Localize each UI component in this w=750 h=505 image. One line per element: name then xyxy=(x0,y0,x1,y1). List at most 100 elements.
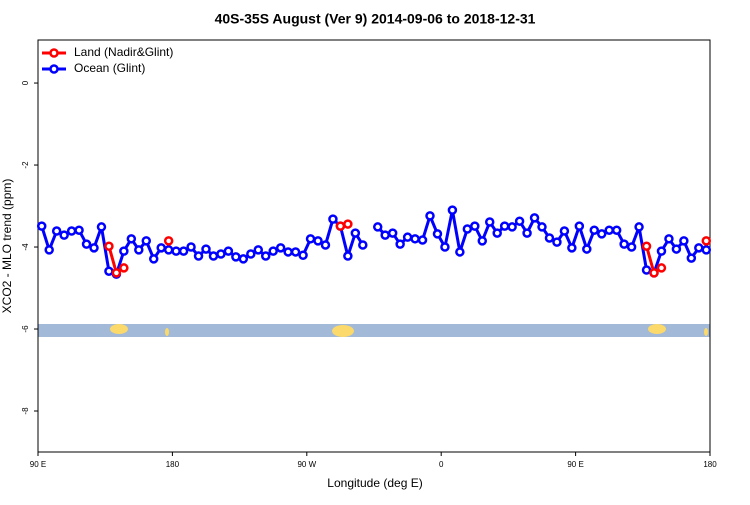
data-point xyxy=(358,240,368,250)
data-point xyxy=(171,246,181,256)
ocean-strip xyxy=(38,324,710,337)
land-blob xyxy=(648,324,666,334)
data-point xyxy=(664,234,674,244)
land-blob xyxy=(704,328,708,336)
land-blob xyxy=(110,324,128,334)
data-point xyxy=(484,217,495,227)
data-point xyxy=(425,211,435,221)
data-point xyxy=(238,254,249,264)
data-point xyxy=(104,241,114,251)
data-point xyxy=(701,245,712,255)
data-point xyxy=(253,245,264,255)
data-point xyxy=(701,236,712,246)
data-point xyxy=(522,228,532,238)
data-point xyxy=(246,249,256,259)
data-point xyxy=(111,268,122,278)
data-point xyxy=(470,221,480,231)
data-point xyxy=(372,222,383,232)
data-point xyxy=(36,221,47,231)
data-point xyxy=(671,244,682,254)
data-point xyxy=(208,251,219,261)
x-tick-label: 90 E xyxy=(567,460,583,469)
data-point xyxy=(275,243,286,253)
data-point xyxy=(81,239,92,249)
data-point xyxy=(387,228,398,238)
data-point xyxy=(686,253,697,263)
data-point xyxy=(574,221,585,231)
data-point xyxy=(335,221,346,231)
data-point xyxy=(619,239,629,249)
data-point xyxy=(186,242,196,252)
data-point xyxy=(134,245,144,255)
data-point xyxy=(507,222,517,232)
data-point xyxy=(567,243,577,253)
x-tick-label: 90 E xyxy=(30,460,46,469)
data-point xyxy=(320,240,331,250)
data-point xyxy=(104,266,114,276)
x-tick-label: 0 xyxy=(439,460,444,469)
data-point xyxy=(529,213,540,223)
data-point xyxy=(559,226,570,236)
data-point xyxy=(462,224,473,234)
data-point xyxy=(163,245,174,255)
chart-title: 40S-35S August (Ver 9) 2014-09-06 to 201… xyxy=(215,11,536,27)
data-point xyxy=(477,236,488,246)
data-point xyxy=(694,243,704,253)
data-point xyxy=(596,229,607,239)
y-tick-label: -2 xyxy=(21,161,30,169)
data-point xyxy=(193,251,204,261)
data-point xyxy=(148,254,159,264)
data-point xyxy=(641,265,652,275)
data-point xyxy=(552,237,562,247)
data-point xyxy=(51,226,62,236)
data-point xyxy=(492,228,502,238)
land-blob xyxy=(165,328,169,336)
data-point xyxy=(283,247,293,257)
data-point xyxy=(156,243,166,253)
data-point xyxy=(582,244,592,254)
data-point xyxy=(626,242,637,252)
data-point xyxy=(656,263,667,273)
data-point xyxy=(66,226,77,236)
data-point xyxy=(641,241,652,251)
data-point xyxy=(59,230,69,240)
legend-marker xyxy=(49,48,59,58)
data-point xyxy=(290,247,301,257)
data-point xyxy=(313,236,323,246)
data-point xyxy=(268,246,278,256)
data-point xyxy=(611,225,622,235)
data-point xyxy=(223,246,234,256)
data-point xyxy=(656,246,667,256)
data-point xyxy=(126,234,137,244)
data-point xyxy=(432,229,443,239)
data-point xyxy=(163,236,174,246)
data-point xyxy=(119,263,129,273)
data-point xyxy=(231,252,241,262)
data-point xyxy=(216,249,226,259)
data-point xyxy=(440,242,450,252)
x-tick-label: 90 W xyxy=(297,460,316,469)
data-point xyxy=(402,232,413,242)
data-point xyxy=(604,225,614,235)
legend-label: Land (Nadir&Glint) xyxy=(74,45,173,59)
data-point xyxy=(44,245,54,255)
y-tick-label: -6 xyxy=(21,325,30,333)
data-point xyxy=(89,243,99,253)
legend-marker xyxy=(49,64,59,74)
data-point xyxy=(537,222,547,232)
map-strip xyxy=(38,324,710,337)
data-point xyxy=(395,239,405,249)
x-axis-label: Longitude (deg E) xyxy=(327,476,422,490)
data-point xyxy=(201,244,211,254)
data-point xyxy=(634,222,644,232)
x-tick-label: 180 xyxy=(703,460,717,469)
data-point xyxy=(455,247,465,257)
data-point xyxy=(178,246,189,256)
y-axis-label: XCO2 - MLO trend (ppm) xyxy=(0,179,14,314)
data-point xyxy=(679,236,689,246)
data-point xyxy=(343,219,353,229)
data-point xyxy=(260,251,271,261)
data-point xyxy=(96,222,107,232)
data-point xyxy=(141,236,152,246)
